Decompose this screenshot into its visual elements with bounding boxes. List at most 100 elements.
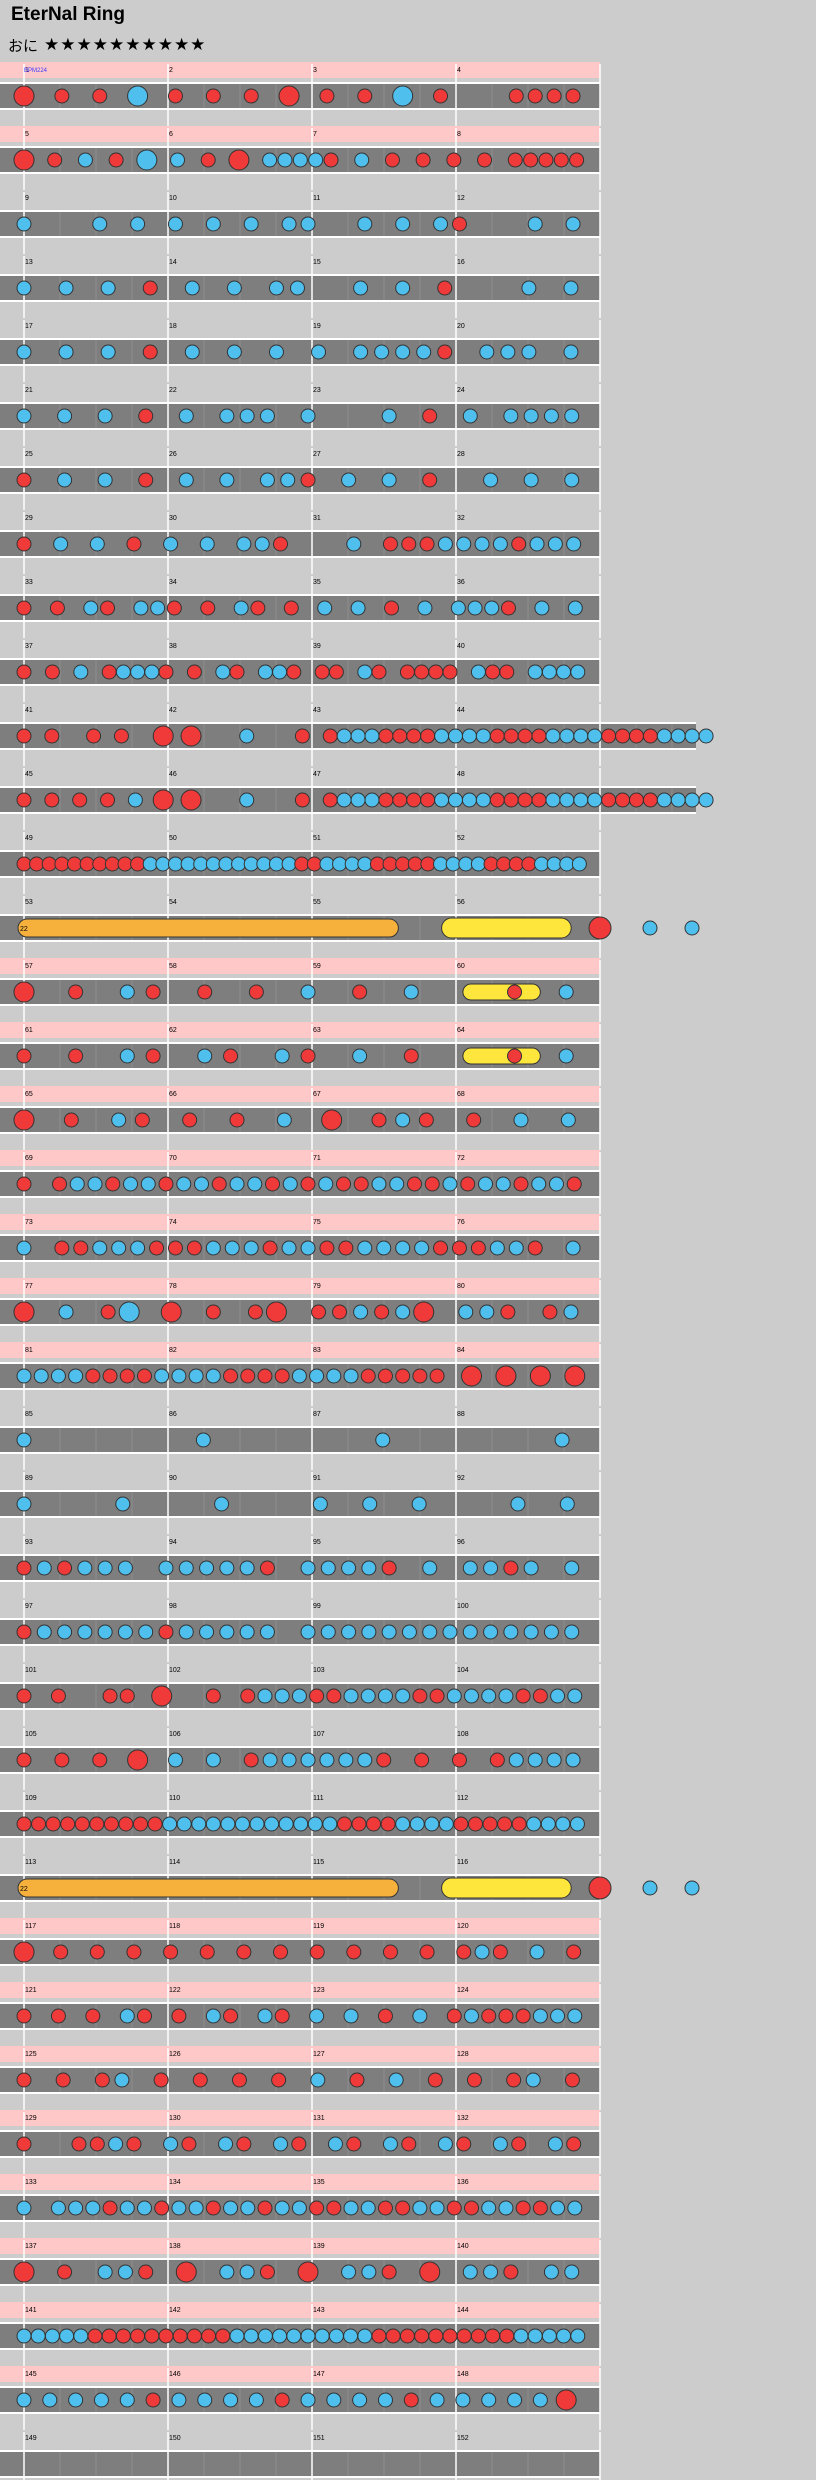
don-note [566, 2136, 582, 2152]
ka-note [226, 344, 242, 360]
don-note [136, 2008, 152, 2024]
lane-top-line [0, 2002, 600, 2004]
don-note [460, 1176, 476, 1192]
ka-note [483, 1624, 499, 1640]
ka-note [546, 1752, 562, 1768]
ka-note [565, 1240, 581, 1256]
ka-note [16, 1496, 32, 1512]
don-note [119, 1368, 135, 1384]
don-big-note [321, 1109, 343, 1131]
don-note [564, 2072, 580, 2088]
don-note [456, 2136, 472, 2152]
don-note [642, 728, 658, 744]
don-big-note [13, 1301, 35, 1323]
measure-number: 75 [313, 1219, 321, 1226]
lane-top-line [0, 1554, 600, 1556]
lane-top-line [0, 466, 600, 468]
don-note [428, 664, 444, 680]
measure-number: 49 [25, 835, 33, 842]
don-big-note [555, 2389, 577, 2411]
measure-number: 17 [25, 323, 33, 330]
ka-note [136, 2200, 152, 2216]
measure-number: 139 [313, 2243, 325, 2250]
measure-number: 112 [457, 1795, 468, 1802]
ka-note [233, 600, 249, 616]
don-note [492, 1944, 508, 1960]
ka-note [350, 792, 366, 808]
roll-count: 22 [20, 1886, 28, 1893]
measure-number: 1 [25, 67, 29, 74]
don-note [412, 1368, 428, 1384]
ka-note [300, 1752, 316, 1768]
ka-note [395, 1240, 411, 1256]
don-note [66, 856, 82, 872]
don-note [101, 2328, 117, 2344]
don-note [406, 792, 422, 808]
don-note [382, 856, 398, 872]
don-note [384, 152, 400, 168]
measure-number: 146 [169, 2371, 181, 2378]
ka-note [268, 344, 284, 360]
gogo-band [0, 1086, 600, 1102]
don-big-note [13, 981, 35, 1003]
ka-note [422, 1560, 438, 1576]
bpm-annotation: BPM224 [24, 68, 48, 74]
measure-number: 7 [313, 131, 317, 138]
lane-bottom-line [0, 1708, 600, 1710]
don-note [85, 1368, 101, 1384]
don-note [158, 1624, 174, 1640]
don-note [513, 1176, 529, 1192]
ka-note [16, 408, 32, 424]
ka-note [311, 344, 327, 360]
ka-note [433, 216, 449, 232]
ka-note [357, 1240, 373, 1256]
lane-bottom-line [0, 1580, 600, 1582]
don-note [419, 536, 435, 552]
lane-top-line [0, 402, 600, 404]
don-note [527, 88, 543, 104]
ka-note [684, 792, 700, 808]
measure-number: 143 [313, 2307, 325, 2314]
ka-note [534, 856, 550, 872]
ka-note [642, 920, 658, 936]
measure-number: 66 [169, 1091, 177, 1098]
ka-note [545, 792, 561, 808]
ka-note [350, 728, 366, 744]
don-big-note [13, 1941, 35, 1963]
ka-note [532, 2392, 548, 2408]
ka-note [656, 792, 672, 808]
measure-number: 61 [25, 1027, 33, 1034]
ka-note [236, 536, 252, 552]
ka-note [328, 2328, 344, 2344]
lane-top-line [0, 1298, 600, 1300]
measure-number: 136 [457, 2179, 469, 2186]
don-note [489, 792, 505, 808]
measure-number: 118 [169, 1923, 180, 1930]
ka-note [670, 728, 686, 744]
ka-note [205, 1240, 221, 1256]
don-note [117, 856, 133, 872]
don-big-note [160, 1301, 182, 1323]
ka-note [130, 216, 146, 232]
ka-note [254, 536, 270, 552]
ka-note [531, 1176, 547, 1192]
measure-number: 134 [169, 2179, 181, 2186]
don-note [273, 536, 289, 552]
don-big-note [413, 1301, 435, 1323]
ka-note [300, 216, 316, 232]
measure-number: 104 [457, 1667, 469, 1674]
ka-note [656, 728, 672, 744]
don-note [71, 2136, 87, 2152]
ka-note [16, 1240, 32, 1256]
lane-top-line [0, 338, 600, 340]
ka-note [411, 1496, 427, 1512]
don-note [136, 1368, 152, 1384]
measure-number: 148 [457, 2371, 469, 2378]
measure-number: 4 [457, 67, 461, 74]
note-lane [0, 1108, 600, 1132]
ka-note [194, 1176, 209, 1192]
ka-note [352, 1048, 368, 1064]
don-note [399, 2328, 415, 2344]
don-note [353, 1176, 369, 1192]
gogo-band [0, 1342, 600, 1358]
